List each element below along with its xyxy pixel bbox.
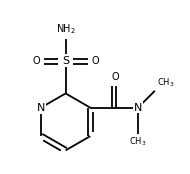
Text: CH$_3$: CH$_3$ — [157, 76, 174, 89]
Text: NH$_2$: NH$_2$ — [56, 22, 76, 36]
Text: O: O — [111, 72, 119, 82]
Text: O: O — [32, 56, 40, 66]
Text: N: N — [37, 103, 45, 113]
Text: N: N — [134, 103, 142, 113]
Text: S: S — [62, 56, 69, 66]
Text: CH$_3$: CH$_3$ — [129, 136, 147, 148]
Text: O: O — [91, 56, 99, 66]
